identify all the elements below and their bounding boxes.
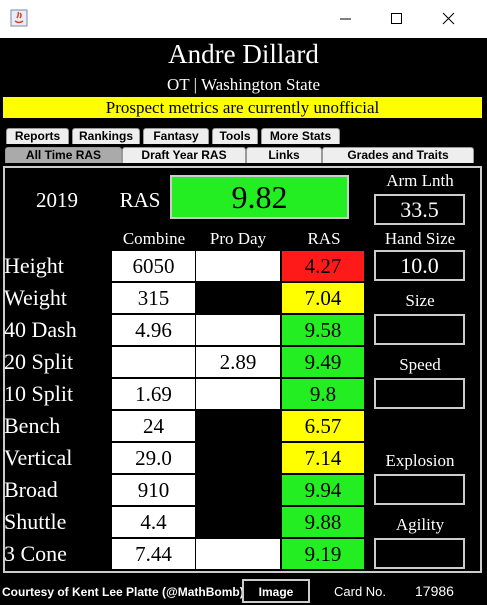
ras-cell: 9.49 xyxy=(282,347,364,377)
ras-cell: 9.58 xyxy=(282,315,364,345)
tab[interactable]: Grades and Traits xyxy=(322,147,474,163)
ras-cell: 9.94 xyxy=(282,475,364,505)
app-icon xyxy=(10,9,28,27)
column-header: RAS xyxy=(307,229,341,248)
ras-cell: 9.19 xyxy=(282,539,364,569)
metric-label: 10 Split xyxy=(4,381,74,406)
pro-day-cell xyxy=(196,379,280,409)
combine-cell: 4.96 xyxy=(112,315,195,345)
pro-day-cell xyxy=(196,539,280,569)
ras-cell: 9.8 xyxy=(282,379,364,409)
ras-cell: 6.57 xyxy=(282,411,364,441)
arm-length-label: Arm Lnth xyxy=(386,171,454,190)
agility-box xyxy=(374,538,465,569)
metric-label: Shuttle xyxy=(4,509,67,534)
draft-year: 2019 xyxy=(36,188,78,212)
column-header: Combine xyxy=(122,229,186,248)
ras-label: RAS xyxy=(119,188,161,212)
window-controls[interactable] xyxy=(340,10,480,28)
tab[interactable]: Tools xyxy=(212,128,258,144)
speed-box xyxy=(374,378,465,409)
combine-cell: 29.0 xyxy=(112,443,195,473)
combine-cell: 1.69 xyxy=(112,379,195,409)
player-subtitle: OT | Washington State xyxy=(167,75,320,94)
pro-day-cell: 2.89 xyxy=(196,347,280,377)
metric-label: Weight xyxy=(4,285,67,310)
ras-cell: 9.88 xyxy=(282,507,364,537)
pro-day-cell xyxy=(196,251,280,281)
combine-cell: 24 xyxy=(112,411,195,441)
pro-day-cell xyxy=(196,443,280,473)
hand-size-value: 10.0 xyxy=(374,250,465,281)
speed-label: Speed xyxy=(399,355,441,374)
pro-day-cell xyxy=(196,475,280,505)
tab[interactable]: More Stats xyxy=(261,128,340,144)
ras-cell: 4.27 xyxy=(282,251,364,281)
card-no-label: Card No. xyxy=(334,584,387,599)
metric-label: Broad xyxy=(4,477,58,502)
tab[interactable]: Draft Year RAS xyxy=(122,147,246,163)
metric-label: 3 Cone xyxy=(4,541,67,566)
credit: Courtesy of Kent Lee Platte (@MathBomb) xyxy=(2,585,244,599)
metric-label: 20 Split xyxy=(4,349,74,374)
pro-day-cell xyxy=(196,315,280,345)
pro-day-cell xyxy=(196,283,280,313)
agility-label: Agility xyxy=(395,515,445,534)
explosion-box xyxy=(374,474,465,505)
combine-cell xyxy=(112,347,195,377)
pro-day-cell xyxy=(196,411,280,441)
size-label: Size xyxy=(405,291,435,310)
title-bar xyxy=(0,0,487,38)
hand-size-label: Hand Size xyxy=(384,229,456,248)
metric-label: Height xyxy=(4,253,64,278)
size-box xyxy=(374,314,465,345)
tab[interactable]: Fantasy xyxy=(143,128,209,144)
player-name: Andre Dillard xyxy=(168,39,319,69)
card-panel xyxy=(3,166,482,573)
explosion-label: Explosion xyxy=(385,451,455,470)
ras-cell: 7.04 xyxy=(282,283,364,313)
combine-cell: 315 xyxy=(112,283,195,313)
card-no: 17986 xyxy=(415,583,454,599)
metric-label: Vertical xyxy=(4,445,73,470)
metric-label: Bench xyxy=(4,413,61,438)
combine-cell: 910 xyxy=(112,475,195,505)
ras-cell: 7.14 xyxy=(282,443,364,473)
combine-cell: 4.4 xyxy=(112,507,195,537)
arm-length-value: 33.5 xyxy=(374,194,465,225)
pro-day-cell xyxy=(196,507,280,537)
ras-score: 9.82 xyxy=(170,175,349,219)
metric-label: 40 Dash xyxy=(4,317,77,342)
combine-cell: 6050 xyxy=(112,251,195,281)
tab[interactable]: Links xyxy=(246,147,322,163)
tab[interactable]: All Time RAS xyxy=(5,147,122,163)
column-header: Pro Day xyxy=(209,229,267,248)
tab[interactable]: Reports xyxy=(6,128,69,144)
image-button[interactable]: Image xyxy=(242,579,310,603)
tab[interactable]: Rankings xyxy=(72,128,140,144)
notice-banner: Prospect metrics are currently unofficia… xyxy=(3,97,482,118)
combine-cell: 7.44 xyxy=(112,539,195,569)
